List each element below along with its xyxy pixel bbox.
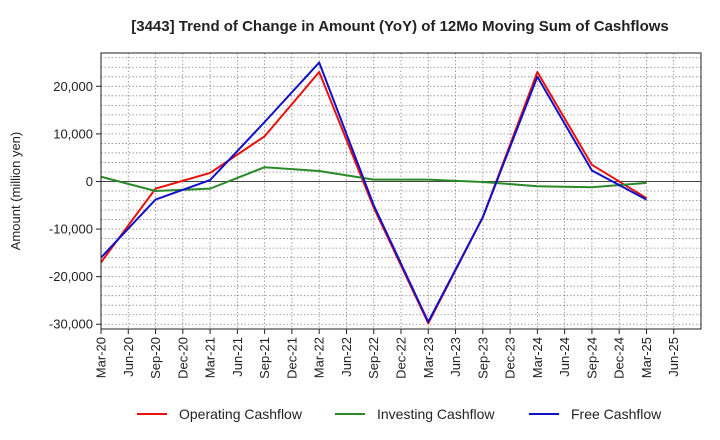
x-tick-label: Sep-23 bbox=[475, 337, 490, 379]
legend-label-investing-cashflow: Investing Cashflow bbox=[377, 406, 495, 422]
x-tick-label: Dec-20 bbox=[175, 337, 190, 379]
y-tick-label: 20,000 bbox=[53, 79, 93, 94]
y-tick-label: -30,000 bbox=[49, 317, 93, 332]
x-tick-label: Dec-24 bbox=[612, 337, 627, 379]
x-tick-label: Mar-24 bbox=[530, 337, 545, 378]
x-tick-label: Mar-22 bbox=[312, 337, 327, 378]
chart-title: [3443] Trend of Change in Amount (YoY) o… bbox=[131, 18, 669, 35]
x-axis: Mar-20 Jun-20 Sep-20 Dec-20 Mar-21 Jun-21 Sep-… bbox=[94, 329, 681, 379]
x-tick-label: Sep-21 bbox=[257, 337, 272, 379]
legend-label-operating-cashflow: Operating Cashflow bbox=[179, 406, 303, 422]
series-lines bbox=[100, 61, 647, 325]
x-tick-label: Dec-23 bbox=[503, 337, 518, 379]
x-tick-label: Jun-24 bbox=[557, 337, 572, 377]
x-tick-label: Jun-22 bbox=[339, 337, 354, 377]
y-tick-label: 0 bbox=[86, 174, 93, 189]
grid bbox=[101, 53, 701, 329]
y-tick-label: 10,000 bbox=[53, 126, 93, 141]
x-tick-label: Dec-22 bbox=[394, 337, 409, 379]
y-tick-label: -20,000 bbox=[49, 269, 93, 284]
free-cashflow-line bbox=[100, 61, 647, 323]
x-tick-label: Sep-24 bbox=[584, 337, 599, 379]
x-tick-label: Mar-21 bbox=[203, 337, 218, 378]
x-tick-label: Sep-22 bbox=[366, 337, 381, 379]
investing-cashflow-line bbox=[100, 166, 647, 192]
x-tick-label: Mar-23 bbox=[421, 337, 436, 378]
x-tick-label: Sep-20 bbox=[148, 337, 163, 379]
y-tick-label: -10,000 bbox=[49, 222, 93, 237]
y-axis-label: Amount (million yen) bbox=[8, 132, 23, 251]
x-tick-label: Jun-21 bbox=[230, 337, 245, 377]
x-tick-label: Mar-25 bbox=[639, 337, 654, 378]
x-tick-label: Dec-21 bbox=[284, 337, 299, 379]
operating-cashflow-line bbox=[100, 71, 647, 325]
legend-label-free-cashflow: Free Cashflow bbox=[571, 406, 662, 422]
y-axis: 20,000 10,000 0 -10,000 -20,000 -30,000 bbox=[49, 79, 101, 332]
x-tick-label: Jun-20 bbox=[121, 337, 136, 377]
x-tick-label: Jun-23 bbox=[448, 337, 463, 377]
x-tick-label: Jun-25 bbox=[666, 337, 681, 377]
legend: Operating Cashflow Investing Cashflow Free… bbox=[137, 406, 662, 422]
x-tick-label: Mar-20 bbox=[94, 337, 109, 378]
